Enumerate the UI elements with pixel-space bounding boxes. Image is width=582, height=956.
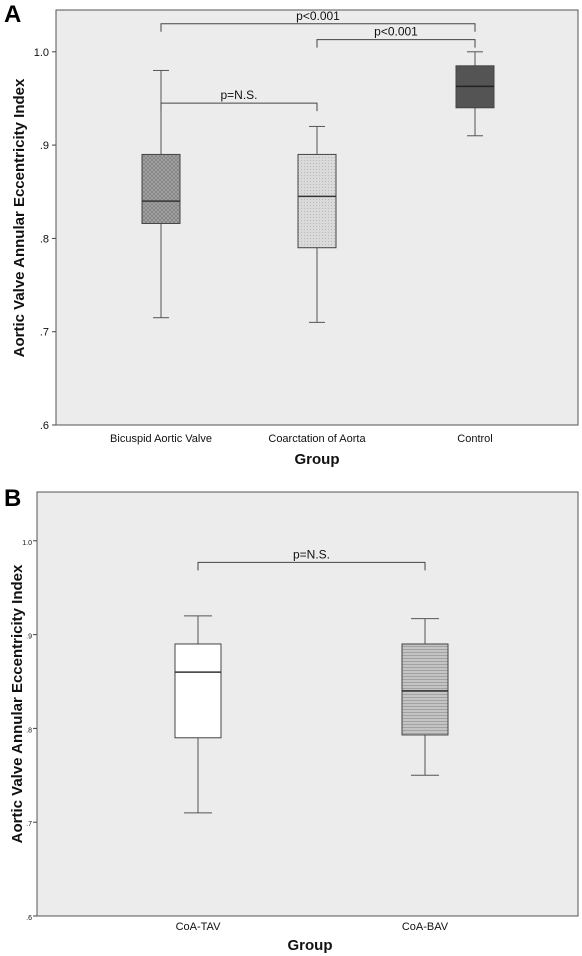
significance-bracket: p<0.001 (160, 9, 476, 32)
bracket-line (197, 561, 426, 571)
panel-b-y-ticks: .6 .7 .8 .9 1.0 (22, 540, 37, 922)
panel-b-boxes (174, 615, 449, 814)
panel-a-annotations: p<0.001 p<0.001 p=N.S. (160, 9, 476, 112)
panel-a-x-axis-label: Group (295, 451, 340, 468)
x-tick-label: Control (457, 433, 492, 445)
panel-b-y-axis-label: Aortic Valve Annular Eccentricity Index (9, 564, 26, 843)
panel-b-categories: CoA-TAV CoA-BAV (176, 921, 449, 933)
y-tick-label: 1.0 (34, 47, 49, 59)
iqr-box (141, 153, 181, 224)
box-3 (455, 51, 495, 137)
panel-b-annotations: p=N.S. (197, 547, 426, 571)
panel-b-letter: B (4, 485, 21, 512)
y-tick-label: .9 (26, 634, 32, 641)
bracket-line (160, 23, 476, 32)
y-tick-label: 1.0 (22, 540, 32, 547)
iqr-box (174, 643, 222, 739)
box-2 (401, 618, 449, 776)
panel-a-boxes (141, 51, 495, 323)
p-value-label: p<0.001 (374, 25, 418, 39)
y-tick-label: .8 (40, 233, 49, 245)
panel-a-y-axis-label: Aortic Valve Annular Eccentricity Index (11, 78, 28, 357)
bracket-line (316, 39, 476, 48)
x-tick-label: Coarctation of Aorta (268, 433, 366, 445)
panel-a-y-ticks: .6 .7 .8 .9 1.0 (34, 47, 56, 432)
y-tick-label: .7 (40, 327, 49, 339)
p-value-label: p=N.S. (220, 88, 257, 102)
box-1 (141, 69, 181, 319)
significance-bracket: p=N.S. (160, 88, 318, 112)
iqr-box (401, 643, 449, 736)
significance-bracket: p=N.S. (197, 547, 426, 571)
p-value-label: p=N.S. (293, 547, 330, 561)
panel-a-categories: Bicuspid Aortic Valve Coarctation of Aort… (110, 433, 493, 445)
significance-bracket: p<0.001 (316, 25, 476, 48)
x-tick-label: CoA-TAV (176, 921, 221, 933)
y-tick-label: .6 (26, 915, 32, 922)
panel-b-x-axis-label: Group (288, 937, 333, 954)
p-value-label: p<0.001 (296, 9, 340, 23)
panel-a-letter: A (4, 1, 21, 28)
panel-a: A .6 .7 .8 .9 1.0 p<0.001 p<0.001 p=N.S. Bicus… (4, 1, 579, 468)
box-1 (174, 615, 222, 814)
y-tick-label: .8 (26, 727, 32, 734)
panel-b: B .6 .7 .8 .9 1.0 p=N.S. CoA-TAV CoA-BAV Aort… (4, 485, 579, 954)
y-tick-label: .6 (40, 420, 49, 432)
bracket-line (160, 102, 318, 112)
y-tick-label: .7 (26, 821, 32, 828)
y-tick-label: .9 (40, 140, 49, 152)
x-tick-label: Bicuspid Aortic Valve (110, 433, 212, 445)
box-2 (297, 125, 337, 323)
iqr-box (297, 153, 337, 249)
x-tick-label: CoA-BAV (402, 921, 449, 933)
